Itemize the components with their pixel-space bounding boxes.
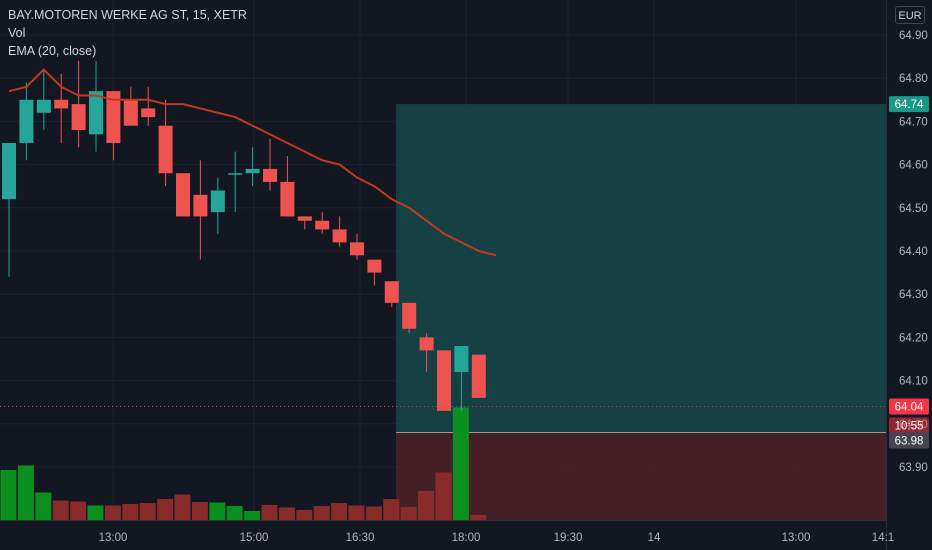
candle-body	[228, 173, 243, 175]
target-price-tag: 64.74	[895, 99, 924, 111]
candle-body	[36, 99, 51, 113]
candle-body	[141, 108, 156, 118]
price-tick-label: 64.40	[899, 246, 928, 258]
volume-bar	[365, 506, 382, 520]
volume-bar	[104, 505, 121, 520]
profit-zone	[396, 104, 886, 433]
volume-bar	[244, 511, 261, 520]
position-zones	[396, 104, 886, 520]
volume-bar	[52, 500, 69, 520]
volume-bar	[0, 470, 17, 520]
volume-bar	[418, 491, 435, 520]
volume-bar	[174, 494, 191, 520]
ema-line	[8, 68, 497, 257]
volume-bar	[191, 502, 208, 520]
ema-series-line	[8, 68, 497, 257]
volume-bar	[296, 510, 313, 520]
candle-body	[384, 281, 399, 303]
volume-bar	[17, 465, 34, 520]
candle-body	[263, 168, 277, 182]
entry-price-tag-bg	[889, 432, 929, 449]
candle-body	[402, 302, 417, 329]
candle-body	[123, 99, 138, 126]
time-tick-label: 14:1	[872, 532, 894, 544]
price-tick-label: 64.60	[899, 160, 928, 172]
price-tick-label: 64.70	[899, 116, 928, 128]
time-tick-label: 18:00	[452, 532, 481, 544]
current-price-tag: 64.04	[895, 402, 924, 414]
candle-body	[71, 104, 86, 131]
candle-body	[176, 173, 190, 217]
target-price-tag-bg	[889, 96, 929, 113]
candle-body	[210, 190, 225, 213]
candle-body	[471, 354, 486, 398]
candles	[2, 60, 486, 411]
volume-bar	[435, 472, 452, 520]
loss-zone	[396, 432, 886, 520]
volume-bar	[139, 503, 156, 520]
candle-body	[297, 216, 312, 221]
time-tick-label: 13:00	[99, 532, 128, 544]
time-tick-label: 16:30	[346, 532, 375, 544]
volume-indicator-label[interactable]: Vol	[8, 26, 26, 40]
price-tags: 64.74 64.04 10:55 63.98	[889, 96, 929, 449]
candle-body	[437, 350, 451, 411]
candle-body	[89, 91, 103, 135]
price-tick-label: 64.90	[899, 30, 928, 42]
volume-bars	[0, 407, 487, 520]
entry-price-tag: 63.98	[895, 435, 924, 447]
candle-body	[2, 143, 16, 200]
price-tick-label: 64.30	[899, 289, 928, 301]
volume-bar	[331, 503, 348, 520]
candle-body	[19, 99, 34, 143]
candle-body	[332, 229, 347, 243]
chart-legend: BAY.MOTOREN WERKE AG ST, 15, XETR Vol EM…	[8, 6, 247, 60]
time-tick-label: 19:30	[554, 532, 583, 544]
countdown-label: 10:55	[895, 421, 924, 433]
volume-bar	[452, 407, 469, 520]
volume-bar	[70, 501, 87, 520]
volume-bar	[261, 505, 278, 520]
currency-badge[interactable]: EUR	[895, 6, 925, 24]
volume-bar	[278, 507, 295, 520]
price-tick-label: 64.80	[899, 73, 928, 85]
price-tick-label: 64.10	[899, 376, 928, 388]
price-tick-label: 63.90	[899, 462, 928, 474]
volume-bar	[313, 506, 330, 520]
candle-body	[158, 125, 173, 174]
volume-bar	[157, 499, 174, 520]
volume-bar	[400, 507, 417, 520]
candle-body	[54, 99, 69, 109]
countdown-bg	[889, 417, 929, 434]
volume-bar	[35, 492, 52, 520]
ema-indicator-label[interactable]: EMA (20, close)	[8, 44, 97, 58]
candle-body	[454, 346, 469, 372]
time-tick-label: 14	[648, 532, 661, 544]
candle-body	[245, 168, 260, 174]
candle-body	[350, 242, 364, 256]
price-tick-label: 64.50	[899, 203, 928, 215]
current-price-tag-bg	[889, 398, 929, 415]
candle-body	[280, 181, 295, 217]
time-tick-label: 15:00	[240, 532, 269, 544]
candle-body	[106, 91, 121, 143]
volume-bar	[226, 506, 243, 520]
volume-bar	[470, 515, 487, 520]
symbol-title[interactable]: BAY.MOTOREN WERKE AG ST, 15, XETR	[8, 8, 247, 22]
candle-body	[315, 220, 330, 230]
time-tick-label: 13:00	[782, 532, 811, 544]
volume-bar	[209, 502, 226, 520]
candle-body	[419, 337, 434, 351]
price-tick-label: 64.20	[899, 332, 928, 344]
time-axis[interactable]: 13:00 15:00 16:30 18:00 19:30 14 13:00 14:1	[99, 532, 895, 544]
candle-body	[367, 259, 382, 273]
candle-body	[193, 194, 208, 217]
volume-bar	[87, 505, 104, 520]
volume-bar	[348, 505, 365, 520]
volume-bar	[383, 499, 400, 520]
volume-bar	[122, 504, 139, 520]
